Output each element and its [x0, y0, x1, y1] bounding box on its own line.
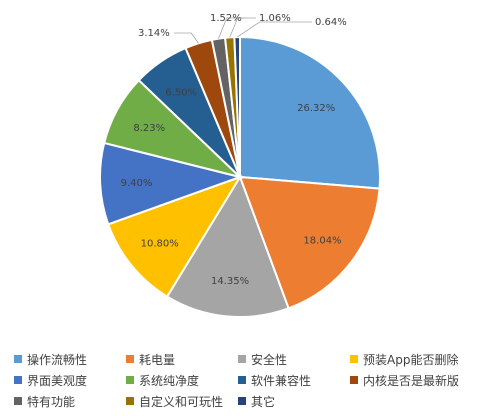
legend-item-4: 界面美观度: [14, 371, 126, 389]
legend-item-10: 其它: [238, 392, 350, 410]
leader-line-7: [174, 32, 199, 44]
legend-item-3: 预装App能否删除: [350, 350, 480, 368]
legend-item-5: 系统纯净度: [126, 371, 238, 389]
leader-line-9: [229, 17, 256, 38]
legend-label-4: 界面美观度: [27, 373, 88, 388]
legend-label-9: 自定义和可玩性: [139, 394, 224, 409]
slice-label-4: 9.40%: [121, 178, 153, 189]
legend-item-6: 软件兼容性: [238, 371, 350, 389]
pie-slice-1: [238, 175, 381, 310]
legend-label-1: 耗电量: [139, 352, 176, 367]
slice-label-3: 10.80%: [141, 238, 179, 249]
pie-slice-4: [99, 141, 244, 226]
legend-label-7: 内核是否是最新版: [363, 373, 460, 388]
pie-chart: 26.32% 18.04% 14.35% 10.80% 9.40% 8.23% 6.50% 3…: [99, 13, 381, 318]
legend-swatch-1: [126, 355, 134, 363]
legend-label-3: 预装App能否删除: [363, 352, 459, 367]
legend-label-0: 操作流畅性: [27, 352, 88, 367]
legend-label-2: 安全性: [251, 352, 288, 367]
legend-swatch-5: [126, 376, 134, 384]
legend-swatch-10: [238, 397, 246, 405]
legend-label-8: 特有功能: [27, 394, 76, 409]
legend-label-10: 其它: [251, 394, 276, 409]
slice-label-5: 8.23%: [133, 123, 165, 134]
pie-slice-2: [165, 174, 290, 318]
legend-item-7: 内核是否是最新版: [350, 371, 480, 389]
legend-item-1: 耗电量: [126, 350, 238, 368]
legend-item-8: 特有功能: [14, 392, 126, 410]
legend-swatch-3: [350, 355, 358, 363]
slice-label-0: 26.32%: [297, 103, 335, 114]
pie-slice-3: [106, 175, 243, 298]
legend-label-6: 软件兼容性: [251, 373, 312, 388]
legend: 操作流畅性 耗电量 安全性 预装App能否删除界面美观度 系统纯净度 软件兼容性 内核是否是…: [14, 350, 482, 410]
leader-line-10: [236, 21, 312, 38]
legend-item-9: 自定义和可玩性: [126, 392, 238, 410]
legend-swatch-0: [14, 355, 22, 363]
legend-item-2: 安全性: [238, 350, 350, 368]
legend-swatch-6: [238, 376, 246, 384]
pie-slice-0: [239, 35, 381, 190]
legend-label-5: 系统纯净度: [139, 373, 200, 388]
legend-swatch-7: [350, 376, 358, 384]
slice-label-9: 1.06%: [259, 13, 291, 24]
legend-item-0: 操作流畅性: [14, 350, 126, 368]
slice-label-2: 14.35%: [211, 276, 249, 287]
slice-label-8: 1.52%: [210, 13, 242, 24]
legend-swatch-9: [126, 397, 134, 405]
legend-swatch-8: [14, 397, 22, 405]
slice-label-7: 3.14%: [138, 28, 170, 39]
slice-label-10: 0.64%: [315, 17, 347, 28]
slice-label-6: 6.50%: [165, 88, 197, 99]
legend-swatch-4: [14, 376, 22, 384]
legend-swatch-2: [238, 355, 246, 363]
slice-label-1: 18.04%: [303, 236, 341, 247]
